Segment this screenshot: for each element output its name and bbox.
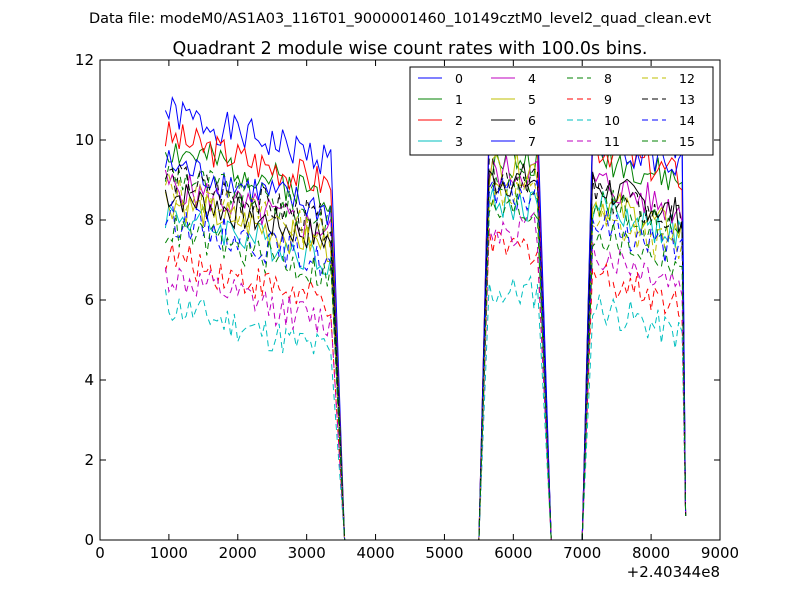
axis-ticks: 0 1000 2000 3000 4000 5000 6000 7000 8000 9000 0 2 4… [75,51,739,562]
x-tick-label: 2000 [219,544,257,562]
legend-label-13: 13 [679,92,695,107]
series-lines [164,95,687,541]
x-tick-label: 0 [95,544,105,562]
legend-label-2: 2 [455,113,463,128]
x-tick-label: 8000 [632,544,670,562]
y-tick-label: 4 [84,371,94,389]
y-tick-label: 12 [75,51,94,69]
y-tick-label: 6 [84,291,94,309]
series-line-13 [164,157,687,541]
series-line-15 [164,199,687,541]
series-line-8 [164,164,687,541]
legend-label-1: 1 [455,92,463,107]
figure-suptitle: Data file: modeM0/AS1A03_116T01_90000014… [89,11,711,27]
legend-label-15: 15 [679,134,695,149]
legend-label-7: 7 [528,134,536,149]
legend-label-0: 0 [455,71,463,86]
x-offset-label: +2.40344e8 [627,563,720,581]
series-line-14 [164,176,687,541]
legend-label-4: 4 [528,71,536,86]
series-line-5 [164,150,687,541]
series-line-7 [164,108,687,541]
legend-label-8: 8 [604,71,612,86]
series-line-11 [164,211,687,541]
legend-label-5: 5 [528,92,536,107]
x-tick-label: 7000 [563,544,601,562]
x-tick-label: 4000 [356,544,394,562]
x-tick-label: 5000 [425,544,463,562]
y-tick-label: 2 [84,451,94,469]
series-line-1 [164,136,687,541]
legend-label-11: 11 [604,134,620,149]
legend-label-3: 3 [455,134,463,149]
y-tick-label: 10 [75,131,94,149]
legend-label-10: 10 [604,113,620,128]
x-tick-label: 1000 [150,544,188,562]
series-line-3 [164,188,687,541]
chart-title: Quadrant 2 module wise count rates with … [173,39,648,59]
series-line-10 [164,274,687,541]
series-line-9 [164,230,687,541]
x-tick-label: 9000 [701,544,739,562]
legend-label-9: 9 [604,92,612,107]
x-tick-label: 3000 [288,544,326,562]
legend-label-12: 12 [679,71,695,86]
y-tick-label: 0 [84,531,94,549]
x-tick-label: 6000 [494,544,532,562]
y-tick-label: 8 [84,211,94,229]
series-line-12 [164,173,687,541]
legend-label-6: 6 [528,113,536,128]
legend-frame [409,66,714,156]
legend-label-14: 14 [679,113,695,128]
series-line-6 [164,163,687,541]
